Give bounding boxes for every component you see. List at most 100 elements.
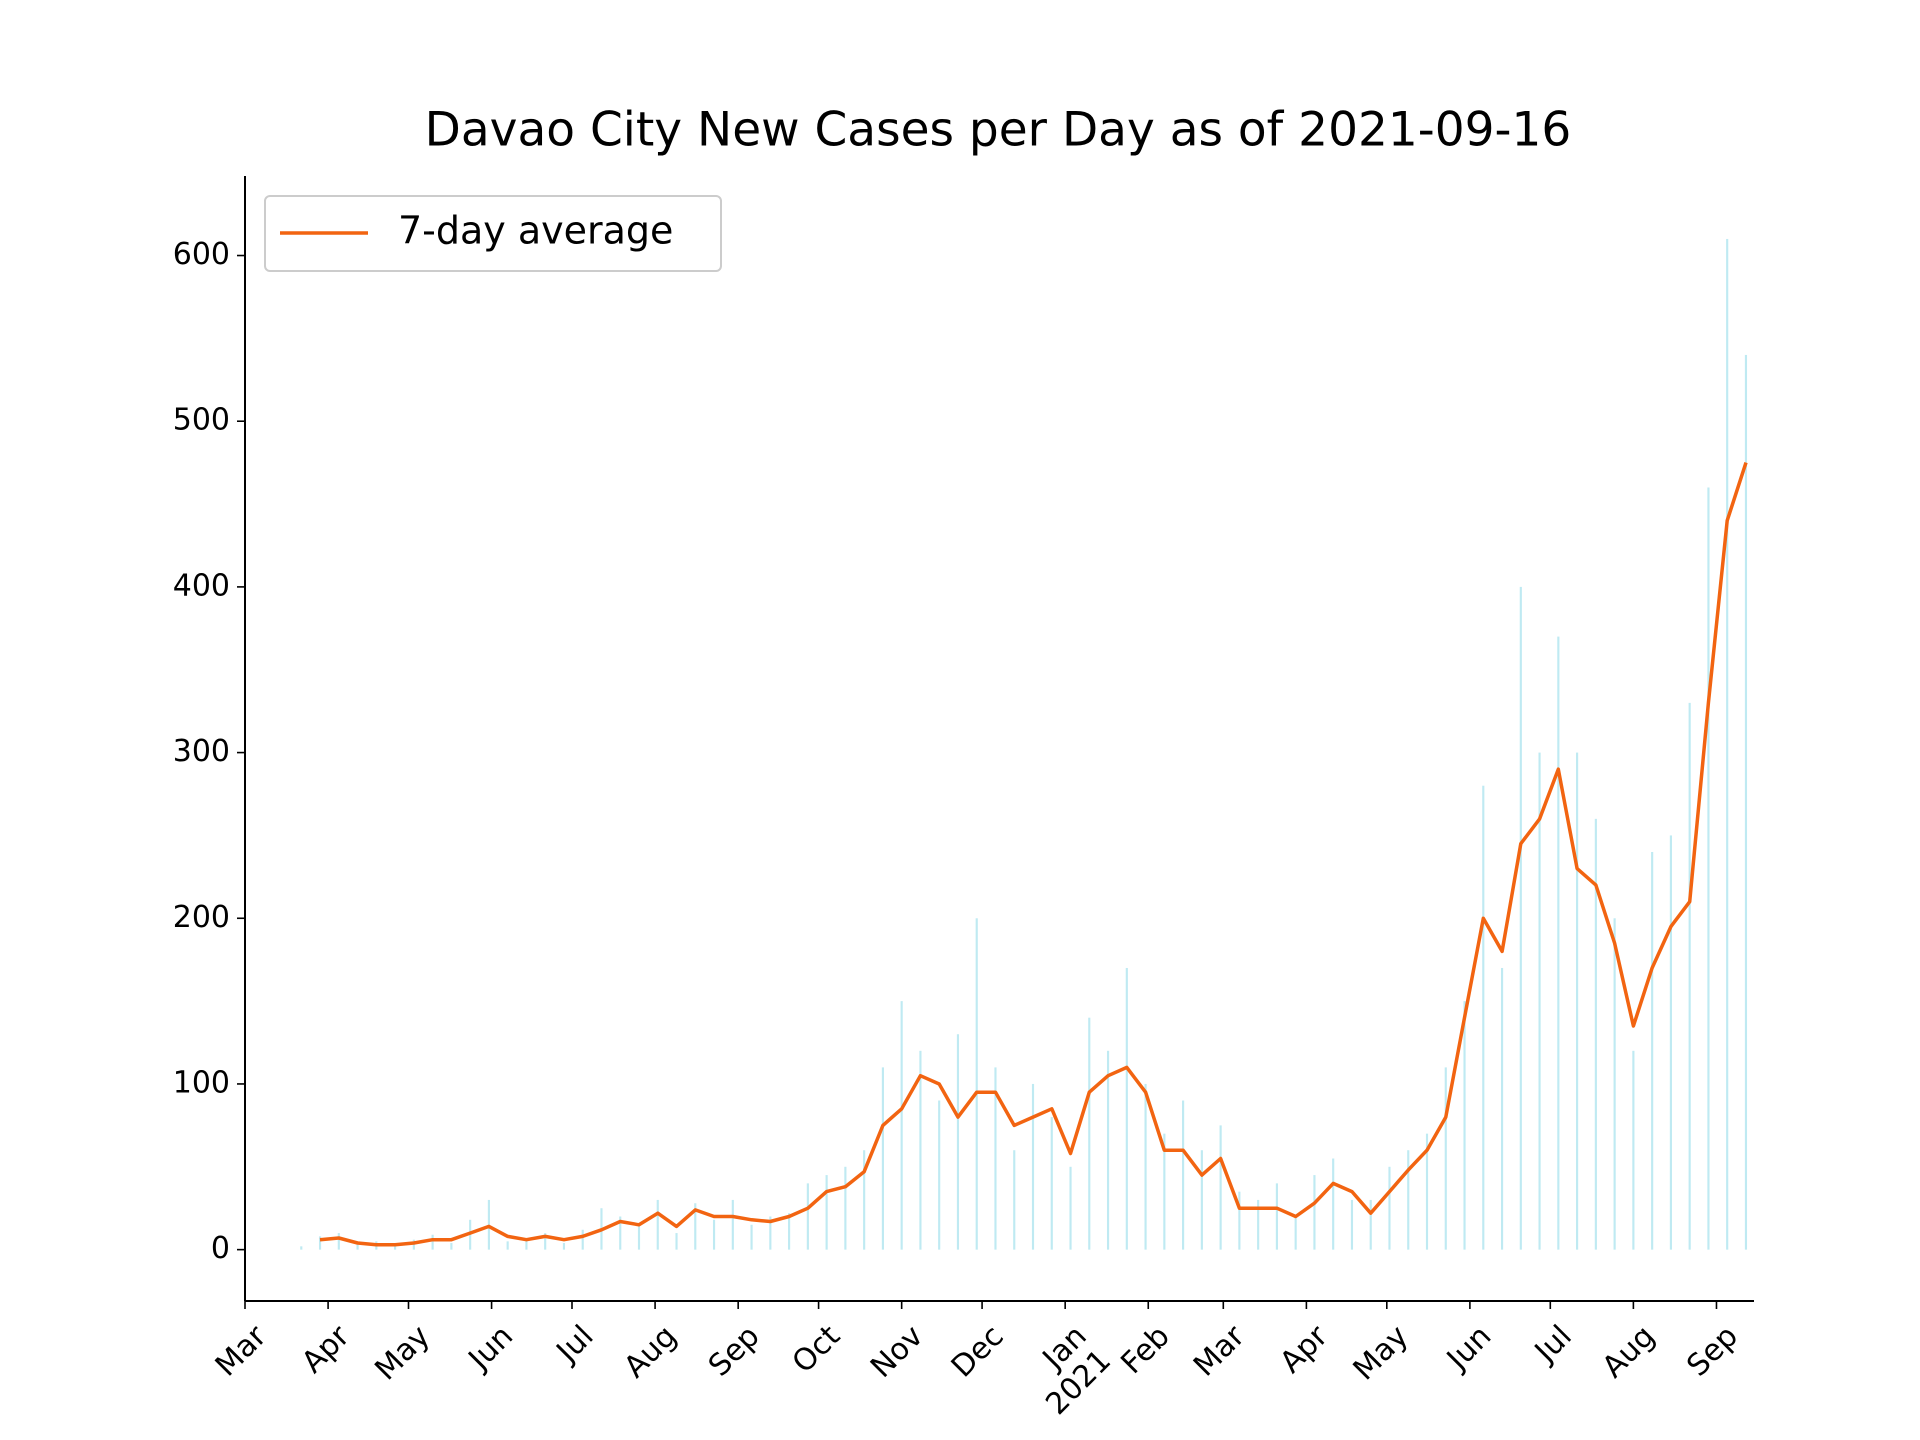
bar bbox=[1613, 918, 1616, 1250]
bar bbox=[731, 1199, 734, 1250]
bar bbox=[1369, 1199, 1372, 1250]
bar bbox=[1482, 785, 1485, 1250]
legend-box bbox=[264, 195, 722, 272]
bar bbox=[1425, 1133, 1429, 1250]
bar bbox=[525, 1238, 528, 1250]
bar bbox=[619, 1216, 622, 1250]
bar bbox=[1257, 1199, 1260, 1250]
bar bbox=[1069, 1166, 1072, 1250]
x-tick-label: Feb bbox=[1114, 1319, 1176, 1381]
bar bbox=[694, 1203, 697, 1250]
x-tick-label: Dec bbox=[945, 1319, 1011, 1385]
bar bbox=[712, 1219, 716, 1250]
bar bbox=[1444, 1067, 1447, 1250]
bar bbox=[1332, 1158, 1335, 1250]
bar bbox=[394, 1246, 397, 1250]
x-tick-label: Sep bbox=[702, 1319, 767, 1384]
y-tick-label: 300 bbox=[173, 734, 230, 769]
y-tick-label: 400 bbox=[173, 568, 230, 603]
x-tick-label: Aug bbox=[1596, 1319, 1662, 1385]
bar bbox=[1388, 1166, 1391, 1250]
bar bbox=[1013, 1150, 1016, 1250]
x-tick-label: Jul bbox=[1527, 1319, 1579, 1371]
bar bbox=[938, 1100, 941, 1250]
bar bbox=[863, 1150, 866, 1250]
bar bbox=[1688, 702, 1691, 1250]
data-line bbox=[319, 462, 1748, 1247]
bar bbox=[1275, 1183, 1278, 1250]
bar bbox=[825, 1175, 828, 1250]
bar bbox=[1744, 354, 1748, 1250]
y-tick-label: 600 bbox=[173, 237, 230, 272]
bar bbox=[1182, 1100, 1185, 1250]
bar bbox=[1632, 1050, 1635, 1250]
bar bbox=[769, 1216, 772, 1250]
x-tick-label: Apr bbox=[1273, 1318, 1335, 1380]
bar bbox=[1707, 487, 1710, 1250]
bar bbox=[881, 1067, 884, 1250]
bar bbox=[450, 1243, 453, 1250]
bar bbox=[562, 1243, 566, 1250]
bar bbox=[637, 1226, 641, 1250]
bar bbox=[1463, 1001, 1466, 1250]
bar bbox=[1106, 1050, 1110, 1250]
bar bbox=[975, 918, 978, 1250]
bar bbox=[919, 1050, 922, 1250]
bar bbox=[1519, 586, 1522, 1250]
x-tick-label: Jun bbox=[1439, 1319, 1498, 1378]
bar bbox=[506, 1241, 509, 1250]
bar bbox=[337, 1233, 340, 1250]
bar bbox=[1726, 238, 1729, 1250]
bar bbox=[750, 1224, 753, 1250]
x-tick-label: Mar bbox=[1187, 1318, 1252, 1383]
y-tick-label: 500 bbox=[173, 403, 230, 438]
bar bbox=[1125, 967, 1128, 1250]
x-tick-label: Aug bbox=[617, 1319, 683, 1385]
bar bbox=[675, 1233, 678, 1250]
x-tick-label: Oct bbox=[786, 1319, 848, 1381]
bar bbox=[1144, 1083, 1147, 1250]
bar bbox=[956, 1034, 960, 1250]
x-tick-label: Jun bbox=[461, 1319, 520, 1378]
bar bbox=[1031, 1083, 1035, 1250]
bar bbox=[1238, 1191, 1241, 1250]
bar bbox=[900, 1001, 903, 1250]
bar bbox=[1163, 1133, 1166, 1250]
x-tick-label: Mar bbox=[209, 1318, 274, 1383]
bar bbox=[1350, 1199, 1354, 1250]
bar bbox=[1313, 1175, 1316, 1250]
bar bbox=[1557, 636, 1560, 1250]
x-tick-label: Nov bbox=[864, 1319, 930, 1385]
bar bbox=[1651, 851, 1654, 1250]
bar bbox=[318, 1236, 322, 1250]
x-tick-label: Jul bbox=[549, 1319, 601, 1371]
y-tick-label: 200 bbox=[173, 900, 230, 935]
bar bbox=[1294, 1216, 1297, 1250]
bar bbox=[1594, 818, 1597, 1250]
bar bbox=[1407, 1150, 1410, 1250]
bar bbox=[788, 1213, 791, 1250]
bar bbox=[656, 1199, 659, 1250]
bar bbox=[994, 1067, 997, 1250]
bar bbox=[544, 1233, 547, 1250]
bar bbox=[1219, 1125, 1222, 1250]
bar bbox=[581, 1229, 584, 1250]
x-tick-label: Apr bbox=[295, 1318, 357, 1380]
y-tick-label: 100 bbox=[173, 1065, 230, 1100]
bar bbox=[356, 1244, 359, 1250]
x-tick-label: May bbox=[368, 1319, 437, 1388]
x-tick-label: May bbox=[1347, 1319, 1416, 1388]
bar bbox=[844, 1166, 847, 1250]
chart-title: Davao City New Cases per Day as of 2021-… bbox=[425, 103, 1572, 158]
bar bbox=[300, 1246, 303, 1250]
x-tick-label: Sep bbox=[1680, 1319, 1745, 1384]
bar bbox=[431, 1234, 434, 1250]
y-tick-label: 0 bbox=[211, 1231, 230, 1266]
bar bbox=[1500, 967, 1504, 1250]
bar bbox=[806, 1183, 809, 1250]
bar bbox=[1669, 835, 1672, 1250]
legend-label: 7-day average bbox=[398, 209, 673, 253]
bar bbox=[1538, 752, 1541, 1250]
bar bbox=[1200, 1150, 1203, 1250]
